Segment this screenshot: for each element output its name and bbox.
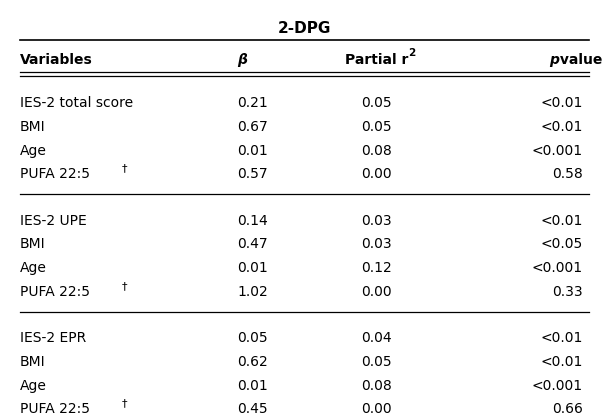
- Text: †: †: [121, 163, 127, 173]
- Text: 0.62: 0.62: [237, 355, 268, 369]
- Text: 0.01: 0.01: [237, 144, 268, 158]
- Text: PUFA 22:5: PUFA 22:5: [20, 403, 90, 413]
- Text: 0.57: 0.57: [237, 167, 268, 181]
- Text: 0.00: 0.00: [362, 285, 392, 299]
- Text: Partial r: Partial r: [345, 53, 408, 67]
- Text: 0.03: 0.03: [362, 214, 392, 228]
- Text: <0.01: <0.01: [540, 96, 582, 110]
- Text: Age: Age: [20, 379, 46, 393]
- Text: Age: Age: [20, 261, 46, 275]
- Text: BMI: BMI: [20, 237, 45, 252]
- Text: <0.001: <0.001: [531, 261, 582, 275]
- Text: 0.05: 0.05: [362, 120, 392, 134]
- Text: 0.47: 0.47: [237, 237, 268, 252]
- Text: value: value: [555, 53, 603, 67]
- Text: Variables: Variables: [20, 53, 92, 67]
- Text: 0.05: 0.05: [362, 355, 392, 369]
- Text: 0.00: 0.00: [362, 167, 392, 181]
- Text: 0.05: 0.05: [237, 331, 268, 345]
- Text: 0.12: 0.12: [362, 261, 392, 275]
- Text: Age: Age: [20, 144, 46, 158]
- Text: BMI: BMI: [20, 355, 45, 369]
- Text: 2-DPG: 2-DPG: [277, 21, 331, 36]
- Text: 0.58: 0.58: [552, 167, 582, 181]
- Text: 1.02: 1.02: [237, 285, 268, 299]
- Text: <0.001: <0.001: [531, 379, 582, 393]
- Text: p: p: [549, 53, 559, 67]
- Text: IES-2 EPR: IES-2 EPR: [20, 331, 86, 345]
- Text: BMI: BMI: [20, 120, 45, 134]
- Text: <0.05: <0.05: [541, 237, 582, 252]
- Text: <0.01: <0.01: [540, 120, 582, 134]
- Text: <0.001: <0.001: [531, 144, 582, 158]
- Text: PUFA 22:5: PUFA 22:5: [20, 285, 90, 299]
- Text: 0.67: 0.67: [237, 120, 268, 134]
- Text: PUFA 22:5: PUFA 22:5: [20, 167, 90, 181]
- Text: 0.14: 0.14: [237, 214, 268, 228]
- Text: 0.21: 0.21: [237, 96, 268, 110]
- Text: 0.04: 0.04: [362, 331, 392, 345]
- Text: <0.01: <0.01: [540, 214, 582, 228]
- Text: 2: 2: [408, 48, 416, 58]
- Text: 0.08: 0.08: [362, 379, 392, 393]
- Text: †: †: [121, 281, 127, 291]
- Text: 0.08: 0.08: [362, 144, 392, 158]
- Text: 0.03: 0.03: [362, 237, 392, 252]
- Text: 0.45: 0.45: [237, 403, 268, 413]
- Text: 0.00: 0.00: [362, 403, 392, 413]
- Text: IES-2 total score: IES-2 total score: [20, 96, 133, 110]
- Text: 0.01: 0.01: [237, 261, 268, 275]
- Text: 0.33: 0.33: [552, 285, 582, 299]
- Text: IES-2 UPE: IES-2 UPE: [20, 214, 86, 228]
- Text: <0.01: <0.01: [540, 331, 582, 345]
- Text: β: β: [237, 53, 247, 67]
- Text: 0.66: 0.66: [552, 403, 582, 413]
- Text: 0.05: 0.05: [362, 96, 392, 110]
- Text: 0.01: 0.01: [237, 379, 268, 393]
- Text: <0.01: <0.01: [540, 355, 582, 369]
- Text: †: †: [121, 399, 127, 408]
